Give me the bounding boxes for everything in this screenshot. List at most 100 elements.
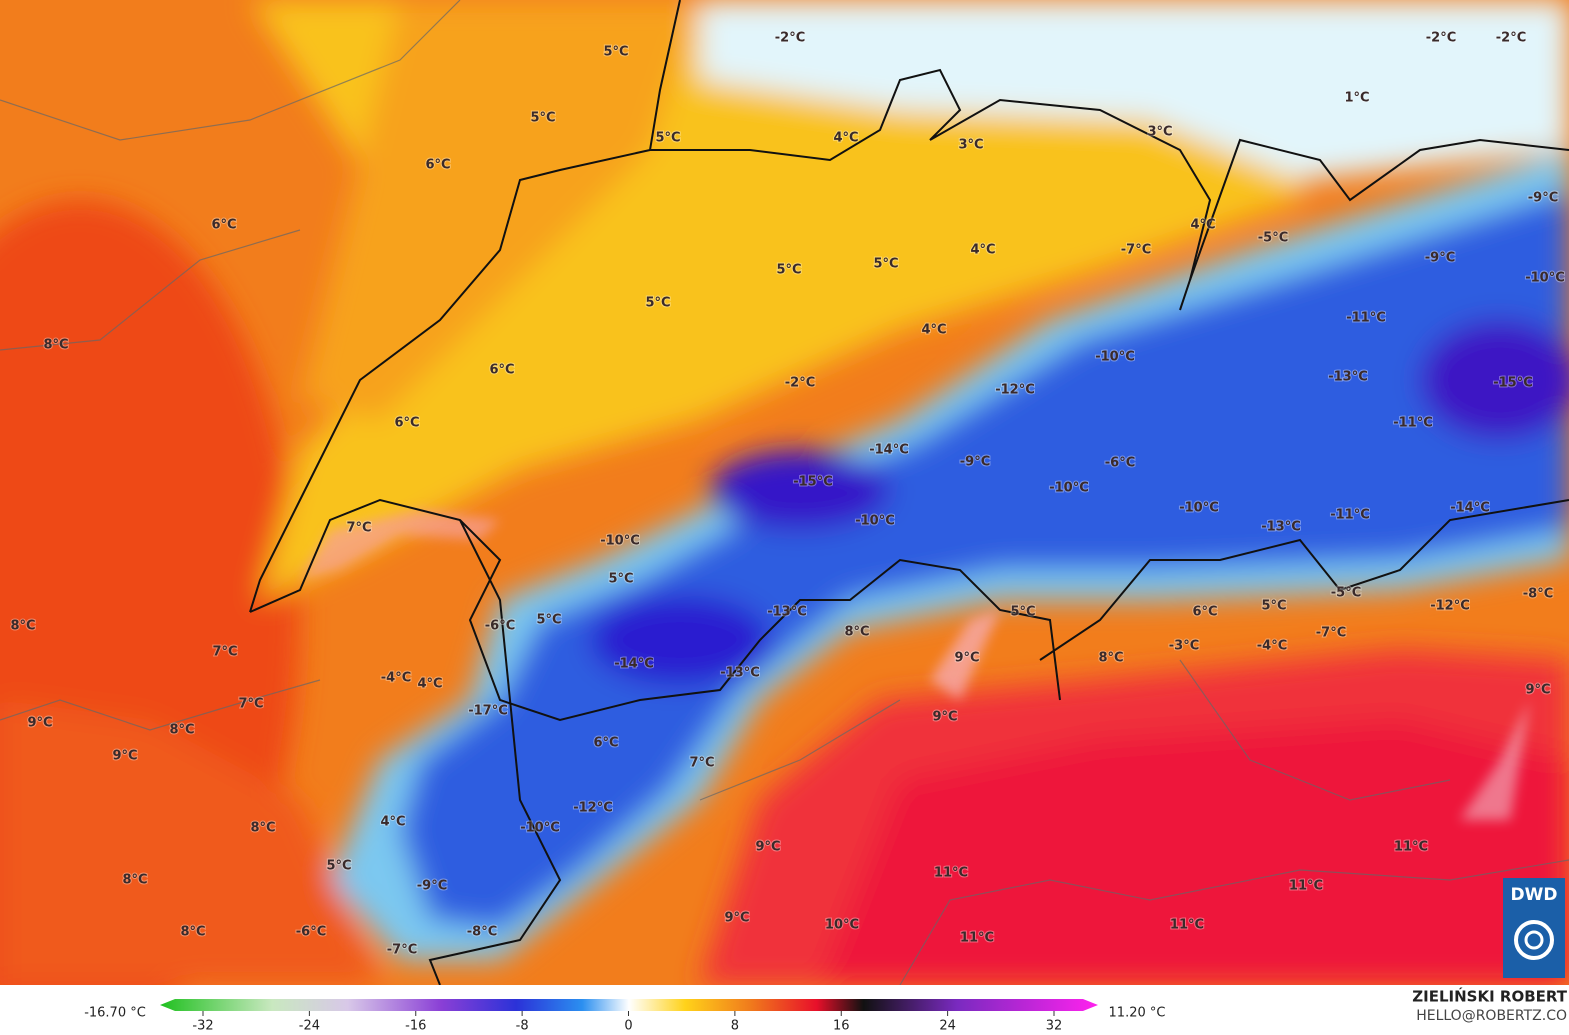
temperature-label: 5°C [608, 572, 633, 587]
temperature-label: -10°C [1049, 481, 1089, 496]
temperature-label: -10°C [855, 514, 895, 529]
temperature-label: 5°C [1010, 605, 1035, 620]
temperature-label: -8°C [467, 925, 497, 940]
temperature-label: 9°C [954, 651, 979, 666]
logo-text: DWD [1511, 885, 1558, 905]
temperature-label: -11°C [1393, 416, 1433, 431]
temperature-label: 4°C [833, 131, 858, 146]
temperature-label: -11°C [1346, 311, 1386, 326]
temperature-label: -13°C [1328, 370, 1368, 385]
temperature-label: -9°C [417, 879, 447, 894]
temperature-label: 8°C [169, 723, 194, 738]
temperature-label: -12°C [1430, 599, 1470, 614]
legend-min: -16.70 °C [84, 1006, 146, 1021]
temperature-label: -3°C [1169, 639, 1199, 654]
temperature-label: 6°C [211, 218, 236, 233]
temperature-label: -11°C [1330, 508, 1370, 523]
temperature-label: 11°C [1289, 879, 1323, 894]
logo: DWD [1503, 878, 1565, 978]
temperature-label: -14°C [1450, 501, 1490, 516]
temperature-label: 9°C [932, 710, 957, 725]
temperature-label: -13°C [720, 666, 760, 681]
temperature-label: -2°C [785, 376, 815, 391]
temperature-label: 5°C [655, 131, 680, 146]
temperature-label: -9°C [1528, 191, 1558, 206]
credit-author: ZIELIŃSKI ROBERT [1412, 987, 1567, 1006]
temperature-label: 6°C [593, 736, 618, 751]
temperature-label: 4°C [417, 677, 442, 692]
temperature-label: -14°C [869, 443, 909, 458]
temperature-label: 4°C [970, 243, 995, 258]
temperature-label: -7°C [387, 943, 417, 958]
temperature-label: -14°C [614, 657, 654, 672]
temperature-label: 11°C [934, 866, 968, 881]
temperature-label: 9°C [112, 749, 137, 764]
temperature-label: 3°C [958, 138, 983, 153]
temperature-label: 7°C [238, 697, 263, 712]
temperature-label: 10°C [825, 918, 859, 933]
temperature-label: -17°C [468, 704, 508, 719]
temperature-label: 9°C [755, 840, 780, 855]
temperature-label: -8°C [1523, 587, 1553, 602]
colorbar-tick-label: 24 [939, 1019, 956, 1034]
colorbar-tick-label: -24 [299, 1019, 320, 1034]
temperature-label: 5°C [530, 111, 555, 126]
temperature-label: -10°C [1095, 350, 1135, 365]
temperature-label: 4°C [1190, 218, 1215, 233]
temperature-label: -12°C [573, 801, 613, 816]
colorbar [160, 999, 1098, 1011]
colorbar-tick-label: -16 [405, 1019, 426, 1034]
temperature-label: 8°C [1098, 651, 1123, 666]
temperature-label: 7°C [346, 521, 371, 536]
legend-max: 11.20 °C [1109, 1006, 1166, 1021]
temperature-label: -6°C [296, 925, 326, 940]
colorbar-tick-label: 8 [731, 1019, 739, 1034]
temperature-label: -9°C [960, 455, 990, 470]
temperature-label: -15°C [1493, 376, 1533, 391]
temperature-label: 3°C [1147, 125, 1172, 140]
temperature-label: -6°C [485, 619, 515, 634]
temperature-label: 5°C [873, 257, 898, 272]
temperature-label: 11°C [1170, 918, 1204, 933]
colorbar-tick-label: -32 [192, 1019, 213, 1034]
temperature-label: 9°C [724, 911, 749, 926]
temperature-label: -5°C [1331, 586, 1361, 601]
temperature-label: 5°C [603, 45, 628, 60]
temperature-label: -5°C [1258, 231, 1288, 246]
temperature-label: 4°C [380, 815, 405, 830]
temperature-label: -10°C [520, 821, 560, 836]
temperature-label: -10°C [600, 534, 640, 549]
temperature-label: 5°C [326, 859, 351, 874]
colorbar-tick-label: 16 [833, 1019, 850, 1034]
temperature-label: -10°C [1525, 271, 1565, 286]
temperature-label: -13°C [1261, 520, 1301, 535]
temperature-label: -6°C [1105, 456, 1135, 471]
temperature-label: 8°C [844, 625, 869, 640]
temperature-label: 8°C [43, 338, 68, 353]
temperature-label: 1°C [1344, 91, 1369, 106]
temperature-label: -2°C [775, 31, 805, 46]
temperature-label: -13°C [767, 605, 807, 620]
temperature-label: -7°C [1316, 626, 1346, 641]
temperature-label: 11°C [1394, 840, 1428, 855]
temperature-label: 9°C [1525, 683, 1550, 698]
temperature-label: 5°C [645, 296, 670, 311]
temperature-label: -12°C [995, 383, 1035, 398]
temperature-label: -4°C [381, 671, 411, 686]
colorbar-tick-label: 0 [624, 1019, 632, 1034]
credit-contact: HELLO@ROBERTZ.CO [1416, 1008, 1567, 1024]
temperature-label: -7°C [1121, 243, 1151, 258]
temperature-label: 9°C [27, 716, 52, 731]
temperature-label: 5°C [1261, 599, 1286, 614]
temperature-label: 7°C [212, 645, 237, 660]
temperature-label: -2°C [1496, 31, 1526, 46]
borders [249, 0, 1569, 985]
temperature-label: 6°C [489, 363, 514, 378]
temperature-label: 5°C [776, 263, 801, 278]
temperature-label: 6°C [394, 416, 419, 431]
temperature-label: 8°C [122, 873, 147, 888]
temperature-label: 5°C [536, 613, 561, 628]
temperature-label: 7°C [689, 756, 714, 771]
